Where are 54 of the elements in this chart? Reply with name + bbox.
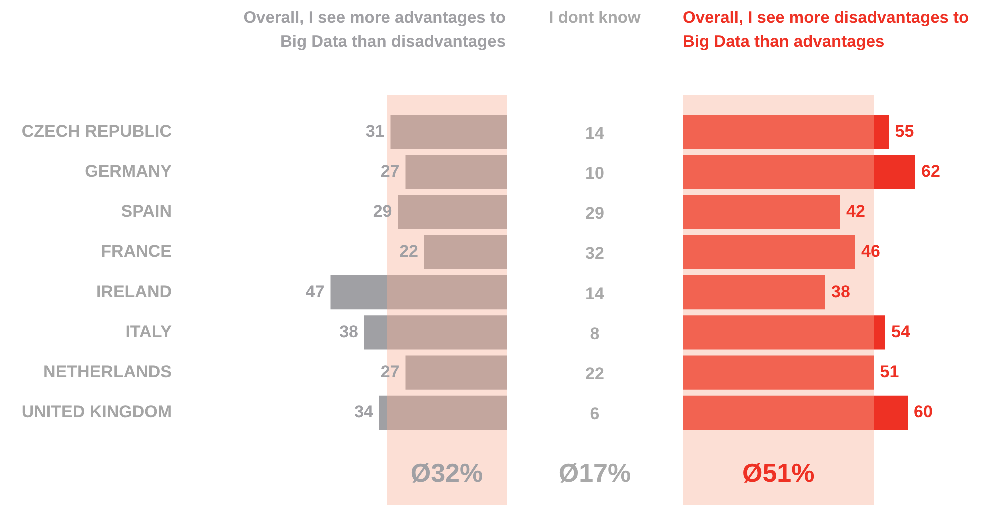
data-label: 38	[832, 282, 850, 302]
y-tick-label: IRELAND	[96, 282, 172, 302]
y-tick-label: SPAIN	[121, 202, 172, 221]
data-label: 42	[846, 202, 866, 221]
bar	[683, 276, 826, 310]
data-label: 34	[354, 402, 374, 422]
data-label: 47	[306, 282, 325, 302]
bar	[683, 316, 886, 350]
y-tick-label: FRANCE	[101, 242, 172, 262]
data-label: 46	[862, 242, 880, 262]
data-label: 29	[586, 204, 604, 223]
band-label: Ø51%	[742, 458, 815, 488]
bar	[380, 396, 507, 430]
data-label: 29	[373, 202, 392, 221]
data-label: 60	[914, 402, 933, 422]
bar	[364, 316, 507, 350]
data-label: 27	[380, 162, 400, 181]
bar	[683, 155, 916, 190]
bar	[390, 115, 507, 150]
y-tick-label: GERMANY	[85, 162, 173, 181]
bar	[330, 276, 507, 310]
bar	[683, 195, 840, 230]
y-tick-label: ITALY	[126, 322, 173, 342]
text: Ø17%	[558, 458, 632, 488]
bar	[406, 356, 507, 390]
data-label: 55	[895, 122, 914, 141]
data-label: 54	[892, 322, 911, 342]
bar	[683, 235, 856, 270]
bar	[406, 155, 507, 190]
bar	[398, 195, 507, 230]
text: I dont know	[549, 8, 641, 27]
data-label: 10	[586, 164, 604, 183]
data-label: 38	[340, 322, 358, 342]
chart-title: Overall, I see more disadvantages to Big Data than advantages	[683, 8, 970, 51]
data-label: 22	[586, 364, 604, 384]
data-label: 62	[922, 162, 940, 181]
data-label: 51	[880, 362, 900, 382]
data-label: 14	[586, 284, 605, 304]
bar	[683, 356, 874, 390]
data-label: 22	[400, 242, 418, 262]
y-tick-label: NETHERLANDS	[44, 362, 172, 382]
data-label: 14	[586, 124, 605, 143]
y-tick-label: UNITED KINGDOM	[22, 402, 172, 422]
data-label: 27	[380, 362, 400, 382]
data-label: 8	[590, 324, 600, 344]
chart-title: Overall, I see more advantages to Big Data than disadvantages	[244, 8, 506, 51]
y-tick-label: CZECH REPUBLIC	[22, 122, 172, 141]
data-label: 6	[590, 404, 600, 424]
data-label: 31	[366, 122, 385, 141]
bar	[424, 235, 507, 270]
bar	[683, 115, 890, 150]
bar	[683, 396, 908, 430]
band-label: Ø32%	[410, 458, 484, 488]
data-label: 32	[586, 244, 604, 264]
